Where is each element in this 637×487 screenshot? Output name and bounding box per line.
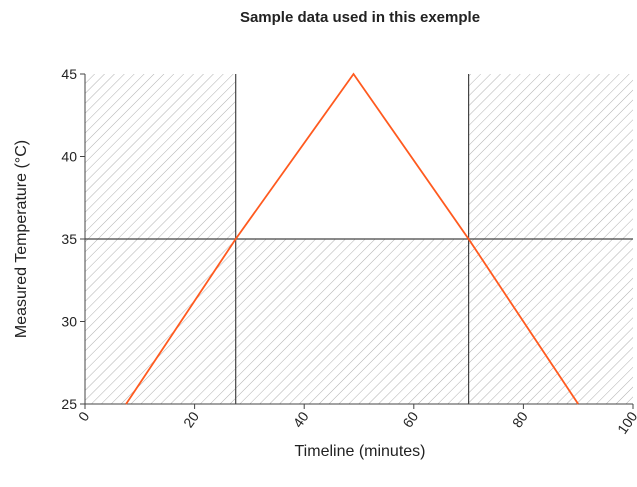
data-line: [125, 72, 579, 405]
x-tick-label: 60: [399, 408, 421, 430]
hatch-region: [235, 239, 469, 404]
x-tick-label: 0: [75, 408, 93, 424]
y-tick-label: 45: [61, 66, 77, 82]
y-axis-label: Measured Temperature (°C): [13, 140, 30, 338]
y-tick-label: 25: [61, 396, 77, 412]
x-tick-label: 100: [614, 408, 637, 436]
chart-title: Sample data used in this exemple: [240, 9, 480, 26]
x-tick-label: 80: [509, 408, 531, 430]
x-axis-label: Timeline (minutes): [295, 443, 426, 460]
x-tick-label: 40: [290, 408, 312, 430]
y-tick-label: 30: [61, 314, 77, 330]
x-tick-label: 20: [180, 408, 202, 430]
y-tick-label: 35: [61, 231, 77, 247]
y-tick-label: 40: [61, 149, 77, 165]
